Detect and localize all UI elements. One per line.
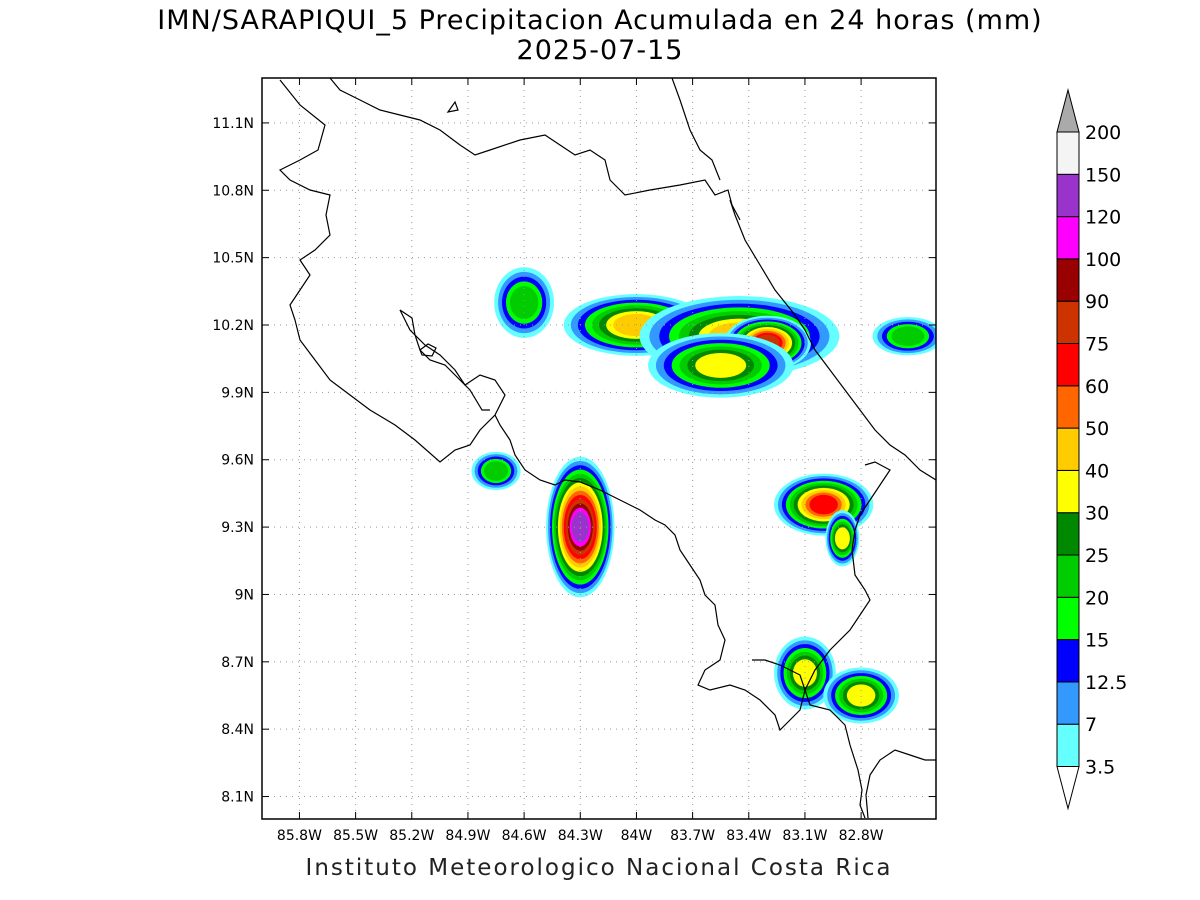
lat-tick-label: 10.8N: [212, 183, 254, 199]
colorbar-level-label: 200: [1085, 122, 1121, 144]
colorbar-swatch: [1056, 300, 1080, 345]
lat-tick-label: 9.3N: [221, 520, 254, 536]
lon-tick-label: 85.8W: [277, 828, 322, 844]
lon-tick-label: 83.4W: [726, 828, 771, 844]
precip-contour: [834, 527, 850, 550]
precip-contour: [695, 352, 747, 378]
colorbar-swatch: [1056, 723, 1080, 768]
lat-tick-label: 10.2N: [212, 318, 254, 334]
precip-contour: [792, 659, 817, 687]
colorbar-level-label: 7: [1085, 714, 1097, 736]
colorbar-level-label: 150: [1085, 164, 1121, 186]
lat-tick-label: 11.1N: [212, 116, 254, 132]
lat-tick-label: 9.6N: [221, 453, 254, 469]
colorbar-swatch: [1056, 173, 1080, 218]
colorbar-level-label: 15: [1085, 630, 1109, 652]
precip-contour: [891, 326, 925, 346]
lat-tick-label: 10.5N: [212, 251, 254, 267]
colorbar: 3.5 7 12.5 15 20 25 30 40 50 60 75 90 100 120 150 200: [1056, 88, 1127, 811]
colorbar-swatch: [1056, 385, 1080, 429]
lat-tick-label: 9N: [235, 587, 254, 603]
precip-cell: [823, 667, 899, 724]
credit-text: Instituto Meteorologico Nacional Costa R…: [305, 855, 893, 881]
colorbar-level-label: 50: [1085, 418, 1109, 440]
lon-tick-label: 84.3W: [558, 828, 603, 844]
nicaragua-lake-border: [329, 78, 741, 221]
colorbar-level-label: 100: [1085, 249, 1121, 271]
colorbar-swatch: [1056, 343, 1080, 387]
lat-tick-label: 8.7N: [221, 655, 254, 671]
precip-cell: [471, 451, 521, 491]
colorbar-level-label: 3.5: [1085, 757, 1115, 779]
precip-contour: [509, 286, 539, 320]
lat-tick-label: 8.4N: [221, 722, 254, 738]
colorbar-swatch: [1056, 596, 1080, 641]
nicaragua-border: [278, 79, 506, 463]
panama-border: [804, 461, 891, 819]
colorbar-level-label: 25: [1085, 545, 1109, 567]
colorbar-swatch: [1056, 216, 1080, 260]
colorbar-swatch: [1056, 639, 1080, 683]
colorbar-level-label: 12.5: [1085, 672, 1127, 694]
lon-tick-label: 85.5W: [333, 828, 378, 844]
colorbar-level-label: 75: [1085, 334, 1109, 356]
costa-rica-caribbean-coast: [729, 199, 936, 481]
lon-tick-label: 85.2W: [389, 828, 434, 844]
colorbar-swatch: [1056, 512, 1080, 556]
colorbar-under-triangle: [1056, 766, 1080, 811]
lon-tick-label: 84W: [621, 828, 653, 844]
precip-contour: [484, 461, 509, 481]
nicoya-peninsula: [399, 309, 490, 411]
burica-peninsula: [865, 749, 936, 819]
precip-cell: [648, 333, 794, 398]
lat-tick-label: 9.9N: [221, 385, 254, 401]
precip-cell: [825, 510, 860, 567]
precip-cell: [774, 473, 874, 536]
colorbar-swatch: [1056, 258, 1080, 302]
lon-tick-label: 83.7W: [670, 828, 715, 844]
colorbar-swatch: [1056, 469, 1080, 514]
colorbar-level-label: 120: [1085, 207, 1121, 229]
lat-tick-label: 8.1N: [221, 790, 254, 806]
colorbar-level-label: 90: [1085, 291, 1109, 313]
map-frame: [261, 77, 937, 820]
colorbar-swatch: [1056, 554, 1080, 598]
axis-ticks: 85.8W 85.5W 85.2W 84.9W 84.6W 84.3W 84W 83.7W 83…: [212, 78, 936, 844]
graticule: [262, 78, 936, 819]
precip-cell: [494, 267, 555, 338]
precip-cell: [774, 636, 836, 710]
colorbar-level-label: 20: [1085, 587, 1109, 609]
coastline-borders: [278, 78, 936, 819]
colorbar-swatch: [1056, 131, 1080, 175]
colorbar-level-label: 30: [1085, 503, 1109, 525]
map-title: IMN/SARAPIQUI_5 Precipitacion Acumulada …: [157, 5, 1043, 36]
precip-contour: [846, 684, 876, 707]
precip-cell: [872, 317, 936, 356]
costa-rica-pacific-coast: [494, 414, 806, 732]
colorbar-swatch: [1056, 681, 1080, 725]
colorbar-swatch: [1056, 427, 1080, 471]
lon-tick-label: 84.9W: [445, 828, 490, 844]
map-date: 2025-07-15: [516, 35, 684, 66]
colorbar-level-label: 60: [1085, 376, 1109, 398]
gulf-nicoya-island: [419, 343, 437, 357]
precip-contour: [809, 494, 838, 515]
colorbar-over-triangle: [1056, 88, 1080, 133]
lon-tick-label: 82.8W: [839, 828, 884, 844]
lon-tick-label: 84.6W: [502, 828, 547, 844]
lon-tick-label: 83.1W: [782, 828, 827, 844]
small-island: [446, 100, 459, 113]
nicaragua-east-coast: [671, 78, 721, 181]
colorbar-level-label: 40: [1085, 460, 1109, 482]
